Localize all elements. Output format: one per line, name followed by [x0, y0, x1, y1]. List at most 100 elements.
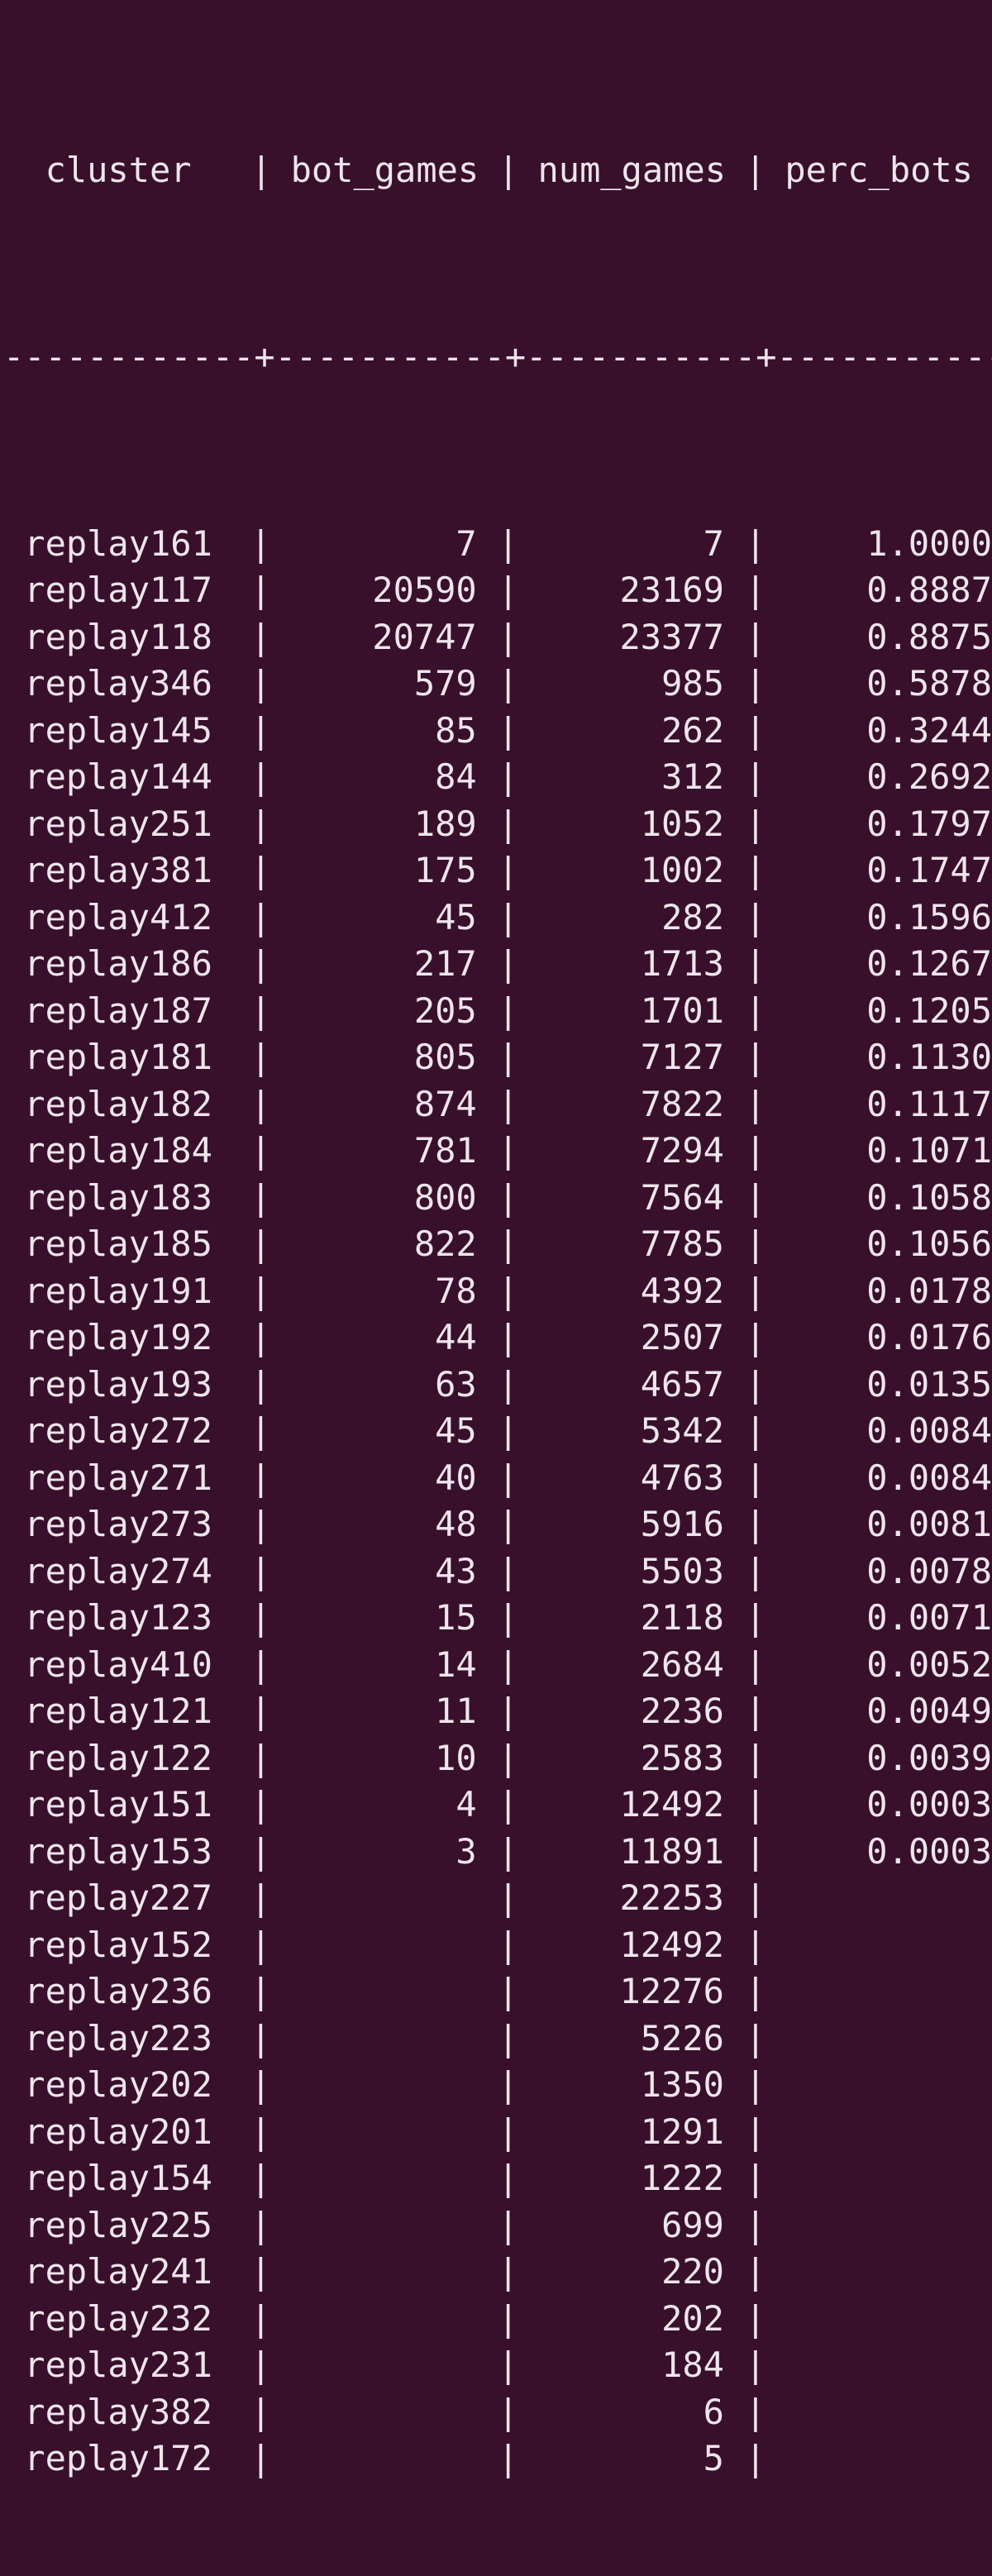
column-header-cluster: cluster [45, 149, 192, 190]
column-separator: | [250, 2017, 272, 2058]
column-separator: | [250, 850, 272, 890]
num-games-cell: 2583 [640, 1737, 724, 1778]
perc-bots-cell: 0.1130 [866, 1037, 992, 1077]
bot-games-cell [271, 2296, 498, 2343]
column-separator: | [745, 1457, 766, 1498]
bot-games-cell: 45 [435, 896, 477, 937]
table-body: replay161 | 7 | 7 | 1.0000 replay117 | 20590 | 2316… [3, 521, 992, 2483]
cluster-cell: replay144 [24, 756, 212, 797]
bot-games-cell: 3 [455, 1830, 477, 1872]
column-separator: | [498, 2017, 519, 2058]
num-games-cell: 4657 [640, 1363, 724, 1405]
column-separator: | [250, 2111, 272, 2152]
perc-bots-cell: 0.1071 [866, 1130, 992, 1171]
table-row: replay272 | 45 | 5342 | 0.0084 [3, 1408, 992, 1455]
column-separator: | [498, 1504, 519, 1544]
cluster-cell: replay251 [24, 803, 212, 844]
column-separator: | [498, 1176, 519, 1218]
bot-games-cell [271, 2249, 498, 2296]
perc-bots-cell: 0.0049 [866, 1691, 992, 1731]
num-games-cell: 7127 [640, 1037, 724, 1077]
column-separator: | [250, 663, 272, 704]
column-separator: | [498, 2204, 519, 2245]
column-separator: | [498, 2158, 519, 2198]
column-separator: | [498, 896, 519, 937]
bot-games-cell [271, 2435, 498, 2483]
bot-games-cell [271, 1922, 498, 1969]
column-separator: | [250, 2251, 272, 2292]
cluster-cell: replay223 [24, 2017, 212, 2058]
perc-bots-cell: 0.1267 [866, 943, 992, 984]
column-separator: | [498, 663, 519, 704]
num-games-cell: 2236 [640, 1691, 724, 1731]
num-games-cell: 6 [703, 2391, 724, 2432]
bot-games-cell [271, 2342, 498, 2389]
column-separator: | [250, 803, 272, 844]
column-separator: | [745, 2438, 766, 2478]
perc-bots-cell [765, 2155, 992, 2202]
column-separator: | [745, 570, 766, 610]
table-row: replay410 | 14 | 2684 | 0.0052 [3, 1642, 992, 1689]
num-games-cell: 312 [661, 756, 724, 797]
column-separator: | [250, 1504, 272, 1544]
table-row: replay183 | 800 | 7564 | 0.1058 [3, 1175, 992, 1222]
table-row: replay154 | | 1222 | [3, 2155, 992, 2202]
perc-bots-cell: 0.1797 [866, 803, 992, 844]
table-row: replay201 | | 1291 | [3, 2109, 992, 2156]
column-separator: | [745, 850, 766, 890]
bot-games-cell [271, 2202, 498, 2249]
cluster-cell: replay185 [24, 1224, 212, 1264]
column-header-perc-bots: perc_bots [785, 149, 973, 190]
cluster-cell: replay381 [24, 850, 212, 890]
column-separator: | [745, 1363, 766, 1405]
table-row: replay181 | 805 | 7127 | 0.1130 [3, 1034, 992, 1081]
column-separator: | [498, 1363, 519, 1405]
column-separator: | [745, 522, 766, 564]
cluster-cell: replay152 [24, 1924, 212, 1965]
cluster-cell: replay382 [24, 2391, 212, 2432]
column-separator: | [250, 1317, 272, 1357]
perc-bots-cell: 0.1596 [866, 896, 992, 937]
bot-games-cell: 20590 [372, 570, 477, 610]
column-separator: | [745, 1877, 766, 1918]
column-separator: | [745, 2391, 766, 2432]
table-row: replay227 | | 22253 | [3, 1875, 992, 1922]
table-row: replay381 | 175 | 1002 | 0.1747 [3, 847, 992, 894]
table-row: replay172 | | 5 | [3, 2435, 992, 2483]
num-games-cell: 282 [661, 896, 724, 937]
num-games-cell: 23377 [619, 616, 724, 657]
column-separator: | [498, 1224, 519, 1264]
column-separator: | [498, 756, 519, 797]
cluster-cell: replay182 [24, 1083, 212, 1124]
perc-bots-cell: 0.8887 [866, 570, 992, 610]
cluster-cell: replay346 [24, 663, 212, 704]
column-separator: | [498, 1597, 519, 1638]
perc-bots-cell: 0.1117 [866, 1083, 992, 1124]
num-games-cell: 12492 [619, 1924, 724, 1965]
perc-bots-cell: 0.0003 [866, 1784, 992, 1825]
table-row: replay151 | 4 | 12492 | 0.0003 [3, 1782, 992, 1829]
perc-bots-cell [765, 2342, 992, 2389]
cluster-cell: replay412 [24, 896, 212, 937]
num-games-cell: 5342 [640, 1410, 724, 1451]
column-separator: | [498, 2438, 519, 2478]
table-row: replay152 | | 12492 | [3, 1922, 992, 1969]
column-separator: | [745, 756, 766, 797]
cluster-cell: replay225 [24, 2204, 212, 2245]
bot-games-cell: 822 [413, 1224, 477, 1264]
column-separator: | [498, 2297, 519, 2339]
column-separator: | [498, 1037, 519, 1077]
column-separator: | [745, 2345, 766, 2385]
column-separator: | [745, 2017, 766, 2058]
cluster-cell: replay181 [24, 1037, 212, 1077]
column-separator: | [745, 1924, 766, 1965]
bot-games-cell: 805 [413, 1037, 477, 1077]
column-separator: | [498, 1784, 519, 1825]
perc-bots-cell [765, 1922, 992, 1969]
cluster-cell: replay183 [24, 1176, 212, 1218]
column-separator: | [745, 2111, 766, 2152]
cluster-cell: replay154 [24, 2158, 212, 2198]
column-separator: | [498, 1457, 519, 1498]
table-row: replay184 | 781 | 7294 | 0.1071 [3, 1128, 992, 1175]
num-games-cell: 262 [661, 709, 724, 751]
